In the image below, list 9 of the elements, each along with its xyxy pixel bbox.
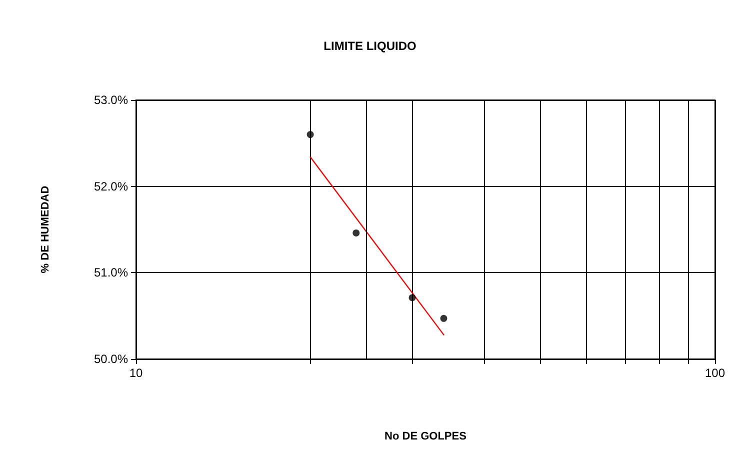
chart-title: LIMITE LIQUIDO: [324, 39, 416, 53]
y-tick-label: 52.0%: [94, 179, 128, 194]
y-tick-label: 51.0%: [94, 266, 128, 280]
x-tick-label: 10: [129, 366, 143, 380]
y-axis-title: % DE HUMEDAD: [40, 186, 52, 274]
x-axis-title: No DE GOLPES: [384, 430, 466, 442]
y-tick-label: 50.0%: [94, 352, 128, 366]
x-tick-label: 100: [704, 366, 726, 380]
y-tick-label: 53.0%: [94, 93, 128, 107]
